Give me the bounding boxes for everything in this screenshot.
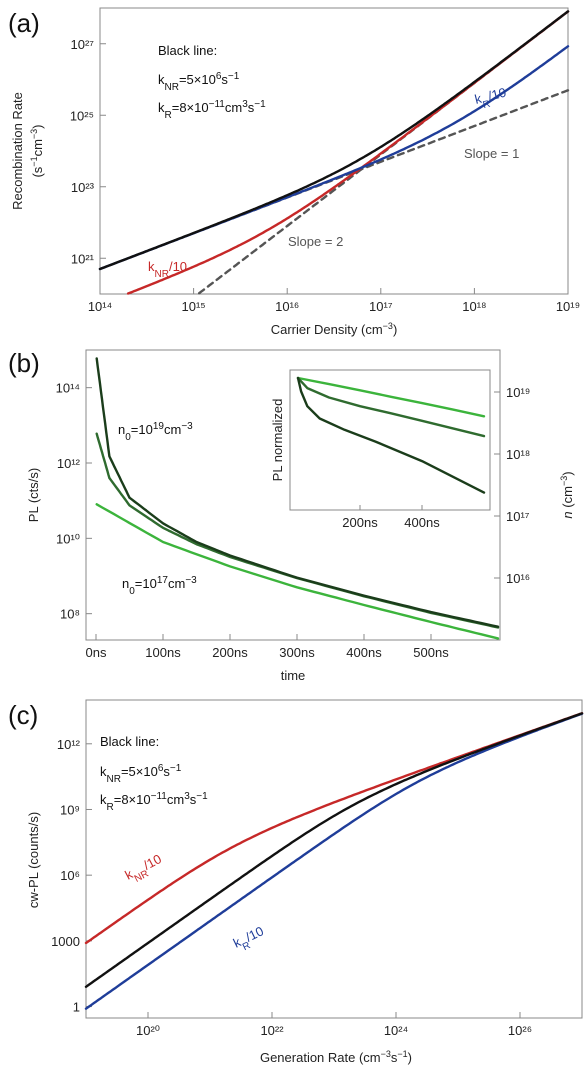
panel-a-x-tick-label: 10¹⁸ [462,299,486,314]
panel-b-x-tick-label: 0ns [86,645,107,660]
panel-b-y-tick-label: 10¹⁴ [56,381,80,396]
panel-b-label: (b) [8,348,40,378]
panel-b-inset-x-ticks: 200ns 400ns [342,505,440,530]
panel-a-x-ticks: 10¹⁴ 10¹⁵ 10¹⁶ 10¹⁷ 10¹⁸ 10¹⁹ [88,288,580,314]
panel-b-curves [95,357,500,640]
panel-a-y-ticks: 10²¹ 10²³ 10²⁵ 10²⁷ [70,37,106,266]
panel-c-x-ticks: 10²⁰ 10²² 10²⁴ 10²⁶ [136,1012,532,1038]
panel-c-annotation-knr: kNR=5×106s−1 [100,763,182,785]
panel-b-y-ticks: 10⁸ 10¹⁰ 10¹² 10¹⁴ [56,381,92,622]
panel-a: (a) 10¹⁴ 10¹⁵ 10¹⁶ 10¹⁷ 10¹⁸ 10¹⁹ 10²¹10²³10²… [8,7,580,337]
panel-b-inset-y-label: PL normalized [270,399,285,482]
panel-b-inset: 200ns 400ns PL normalized [270,369,491,530]
panel-b-y2-tick-label: 10¹⁶ [506,571,530,586]
panel-c-y-tick-label: 10⁶ [60,868,80,883]
panel-b-inset-x-tick-label: 400ns [404,515,440,530]
panel-b-frame [85,349,501,641]
panel-a-annotation-kr: kR=8×10−11cm3s−1 [158,99,266,121]
panel-b-label-high: n0=1019cm−3 [118,421,193,443]
panel-c-y-ticks: 1 1000 10⁶ 10⁹ 10¹² [51,737,92,1015]
panel-c-curves [84,712,584,1010]
panel-c-label: (c) [8,700,38,730]
panel-b: (b) 0ns 100ns 200ns 300ns 400ns 500ns 10⁸ 10¹⁰… [8,348,575,683]
panel-b-y2-tick-label: 10¹⁷ [506,509,530,524]
panel-c-y-tick-label: 10¹² [57,737,81,752]
panel-a-x-tick-label: 10¹⁴ [88,299,112,314]
panel-b-x-axis-label: time [281,668,306,683]
panel-a-x-tick-label: 10¹⁹ [556,299,580,314]
panel-b-y2-ticks: 10¹⁶ 10¹⁷ 10¹⁸ 10¹⁹ [494,385,530,586]
panel-a-slope1-label: Slope = 1 [464,146,519,161]
panel-b-inset-curve-n0=1e17 [296,376,486,418]
panel-a-y-axis-unit: (s−1cm−3) [29,124,45,177]
panel-c-annotation-title: Black line: [100,734,159,749]
panel-b-y-tick-label: 10¹² [57,456,81,471]
panel-b-label-low: n0=1017cm−3 [122,575,197,597]
panel-b-x-tick-label: 300ns [279,645,315,660]
panel-b-y2-tick-label: 10¹⁹ [506,385,530,400]
panel-a-knr10-label: kNR/10 [148,259,187,280]
panel-b-x-tick-label: 100ns [145,645,181,660]
panel-b-y-tick-label: 10¹⁰ [56,531,80,546]
panel-c: (c) 10²⁰ 10²² 10²⁴ 10²⁶ 1 1000 10⁶ 10⁹ 10¹² Bla… [8,699,584,1065]
panel-b-x-tick-label: 500ns [413,645,449,660]
panel-a-x-axis-label: Carrier Density (cm−3) [271,321,398,337]
panel-a-annotation-knr: kNR=5×106s−1 [158,71,240,93]
panel-a-x-tick-label: 10¹⁷ [369,299,393,314]
panel-a-black-curve [98,10,570,271]
panel-b-x-ticks: 0ns 100ns 200ns 300ns 400ns 500ns [86,634,449,660]
panel-c-knr10-curve [84,712,584,945]
panel-c-x-axis-label: Generation Rate (cm−3s−1) [260,1049,412,1065]
panel-b-curve-n0=1e17 [95,503,500,640]
panel-a-label: (a) [8,8,40,38]
panel-b-inset-curve-n0=1e18 [296,376,486,438]
panel-a-annotation-title: Black line: [158,43,217,58]
panel-b-y2-tick-label: 10¹⁸ [506,447,530,462]
panel-b-y2-axis-label: n (cm−3) [559,471,575,518]
panel-b-curve-n0=1e19 [95,357,500,628]
panel-a-x-tick-label: 10¹⁵ [182,299,206,314]
panel-a-y-axis-label: Recombination Rate [10,92,25,210]
panel-c-kr10-label: kR/10 [231,923,269,955]
panel-c-annotation-kr: kR=8×10−11cm3s−1 [100,791,208,813]
panel-c-frame [85,699,583,1019]
panel-c-y-tick-label: 1000 [51,934,80,949]
panel-b-inset-curve-n0=1e19 [296,376,486,494]
panel-a-y-tick-label: 10²³ [71,180,95,195]
panel-a-slope2-label: Slope = 2 [288,234,343,249]
panel-b-x-tick-label: 200ns [212,645,248,660]
panel-c-y-axis-label: cw-PL (counts/s) [26,812,41,908]
panel-b-y-tick-label: 10⁸ [60,607,80,622]
panel-b-inset-frame [289,369,491,511]
panel-c-kr10-curve [84,712,584,1010]
panel-c-y-tick-label: 10⁹ [60,802,80,817]
panel-c-x-tick-label: 10²⁶ [508,1023,532,1038]
panel-a-y-tick-label: 10²⁷ [71,37,95,52]
panel-a-x-tick-label: 10¹⁶ [275,299,299,314]
panel-c-y-tick-label: 1 [73,1000,80,1015]
panel-c-black-curve [84,712,584,988]
panel-a-y-tick-label: 10²⁵ [70,108,94,123]
panel-b-y-axis-label: PL (cts/s) [26,468,41,522]
panel-a-y-tick-label: 10²¹ [71,251,95,266]
panel-c-x-tick-label: 10²² [260,1023,284,1038]
panel-a-frame [99,7,569,295]
panel-b-inset-curves [296,376,486,494]
panel-c-x-tick-label: 10²⁴ [384,1023,408,1038]
panel-c-x-tick-label: 10²⁰ [136,1023,160,1038]
panel-b-x-tick-label: 400ns [346,645,382,660]
panel-a-curves [98,10,570,295]
panel-c-knr10-label: kNR/10 [122,851,166,887]
panel-b-inset-x-tick-label: 200ns [342,515,378,530]
